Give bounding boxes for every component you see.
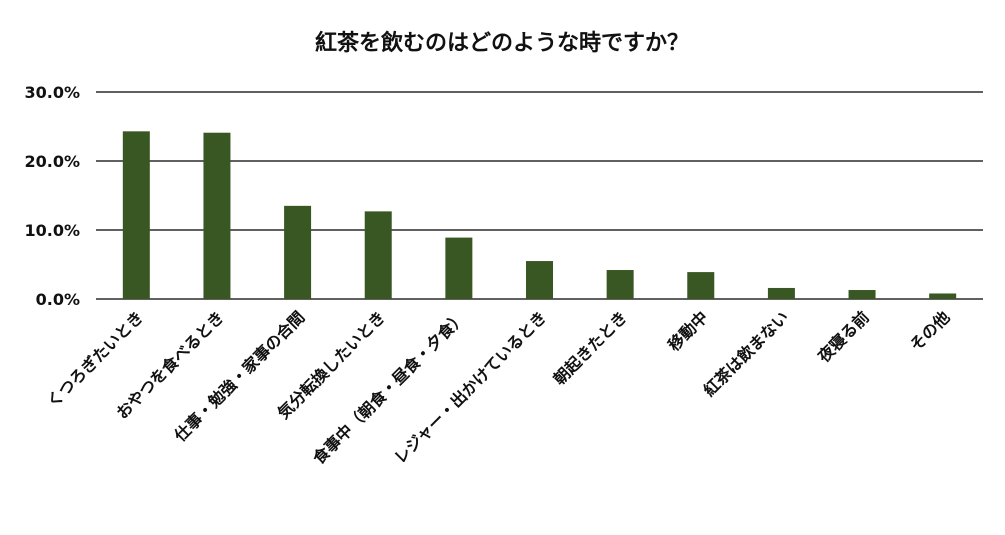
bar xyxy=(122,131,150,299)
bar xyxy=(606,270,634,299)
x-tick-label: 仕事・勉強・家事の合間 xyxy=(170,307,309,446)
x-tick-label: 食事中（朝食・昼食・夕食） xyxy=(308,307,469,468)
bar xyxy=(526,261,553,299)
bar xyxy=(284,205,312,299)
y-tick-label: 20.0% xyxy=(24,152,80,171)
bar xyxy=(929,293,957,299)
x-tick-label: 移動中 xyxy=(664,307,711,354)
bar xyxy=(687,272,715,299)
y-tick-label: 30.0% xyxy=(24,83,80,102)
x-tick-label: 朝起きたとき xyxy=(550,307,631,388)
x-tick-label: その他 xyxy=(906,307,953,354)
bar xyxy=(767,287,795,299)
y-tick-label: 10.0% xyxy=(24,221,80,240)
bar xyxy=(203,132,231,299)
bar xyxy=(848,290,876,299)
x-tick-label: 夜寝る前 xyxy=(813,307,872,366)
chart-title: 紅茶を飲むのはどのような時ですか？ xyxy=(315,30,689,56)
x-tick-label: 紅茶は飲まない xyxy=(700,307,793,400)
bar xyxy=(364,211,392,299)
x-tick-label: レジャー・出かけているとき xyxy=(390,307,550,467)
bar xyxy=(445,237,473,299)
y-tick-label: 0.0% xyxy=(36,290,80,309)
